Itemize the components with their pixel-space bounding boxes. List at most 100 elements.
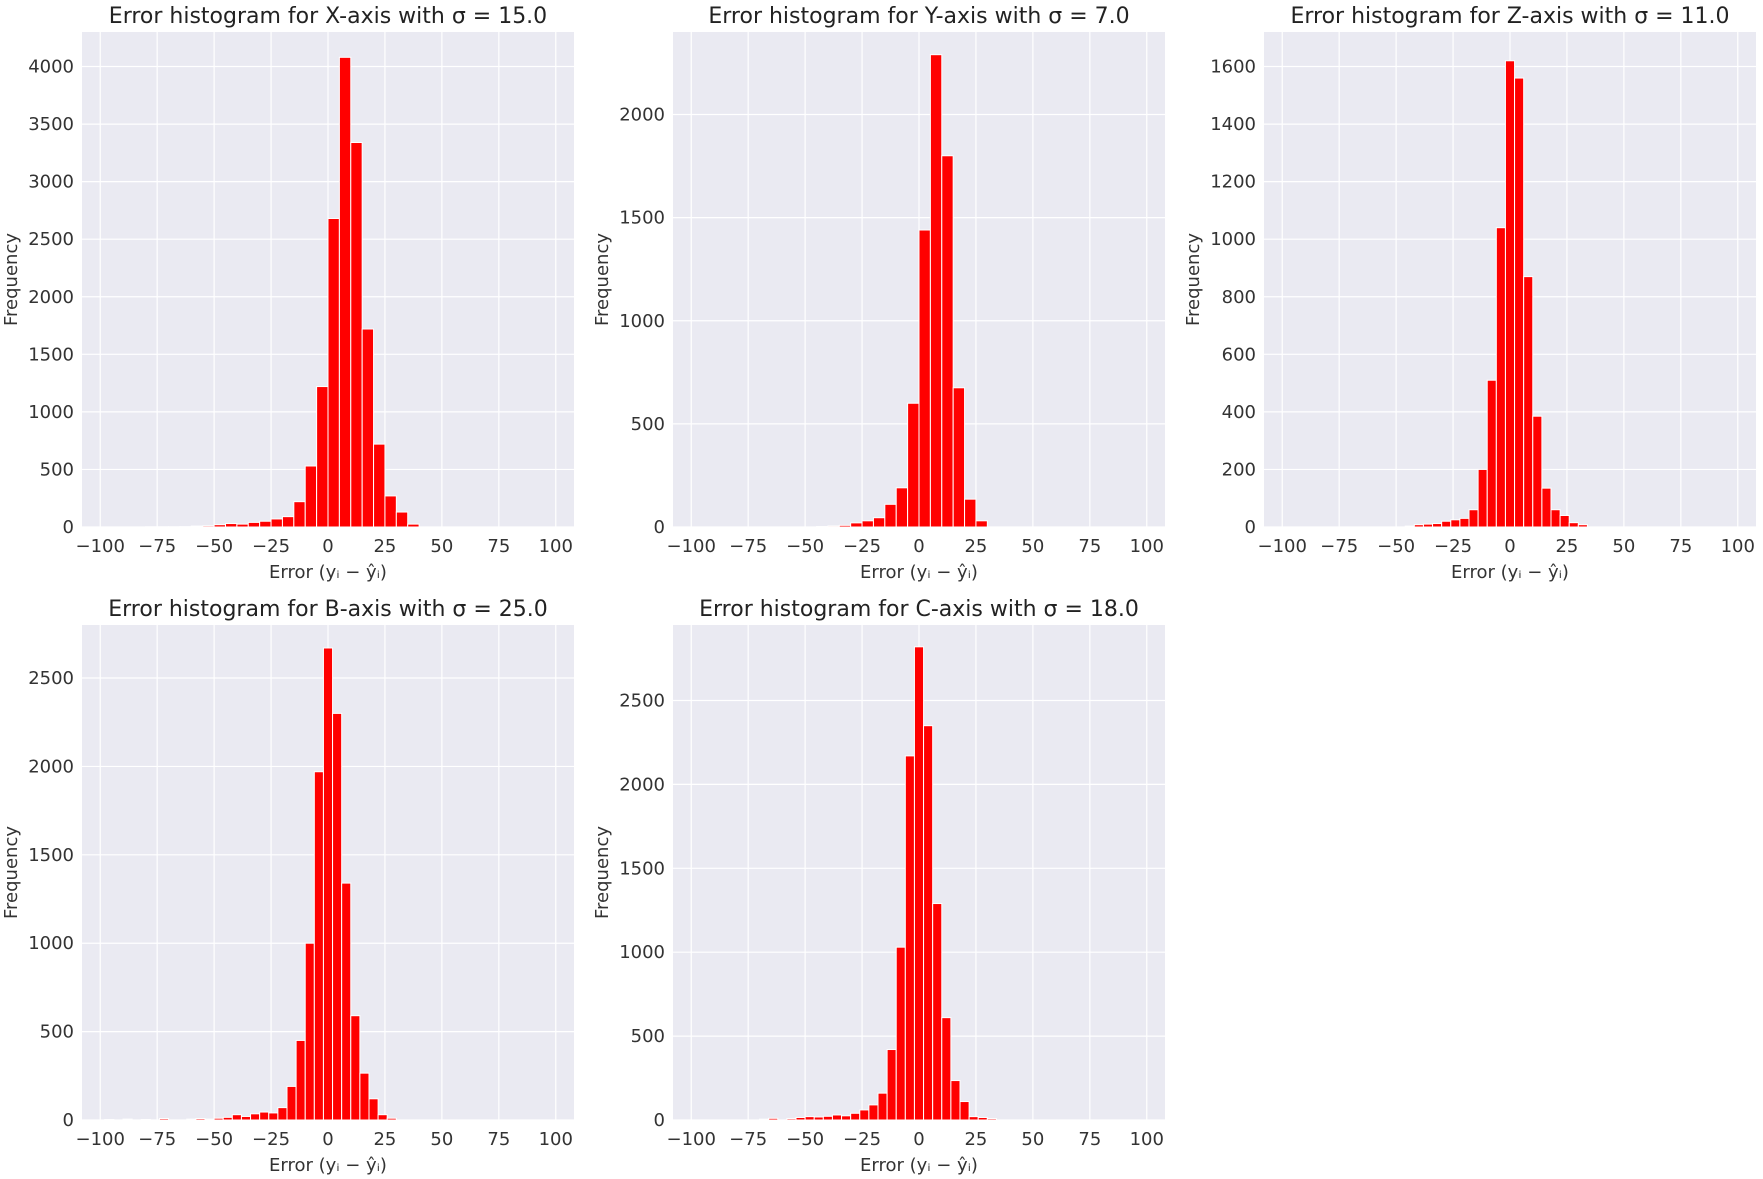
histogram-bar	[838, 524, 852, 528]
x-tick-label: 75	[487, 1129, 510, 1150]
histogram-bar	[822, 1115, 833, 1121]
x-tick-label: −75	[729, 1129, 767, 1150]
histogram-bar	[377, 1114, 388, 1121]
histogram-bar	[195, 1118, 206, 1121]
histogram-bar	[813, 1116, 824, 1121]
histogram-bar	[213, 1117, 224, 1121]
y-tick-label: 500	[40, 459, 74, 480]
y-tick-label: 0	[1245, 517, 1256, 538]
histogram-bar	[386, 1117, 397, 1121]
histogram-bar	[975, 520, 988, 528]
histogram-bar	[895, 487, 909, 528]
y-axis-label: Frequency	[1183, 233, 1204, 326]
histogram-bar	[941, 155, 954, 528]
histogram-bar	[1477, 468, 1488, 528]
x-tick-label: 25	[964, 1129, 987, 1150]
histogram-bar	[259, 520, 272, 528]
histogram-bar	[872, 517, 886, 528]
histogram-panel-4: −100 −75 −50 −25 0 25 50 75 10005001000150020002…	[592, 597, 1165, 1176]
histogram-bar	[1577, 524, 1588, 528]
histogram-panel-3: −100 −75 −50 −25 0 25 50 75 10005001000150020002…	[1, 597, 574, 1176]
histogram-bar	[240, 1115, 252, 1121]
histogram-bar	[895, 946, 906, 1121]
x-tick-label: 25	[1555, 536, 1578, 557]
y-axis-label: Frequency	[592, 233, 613, 326]
y-tick-label: 1000	[1210, 229, 1256, 250]
histogram-bar	[338, 56, 352, 528]
x-tick-label: 75	[1078, 1129, 1101, 1150]
x-tick-label: −50	[195, 536, 233, 557]
histogram-bar	[359, 1072, 370, 1121]
y-tick-label: 800	[1222, 287, 1256, 308]
x-tick-label: 0	[913, 1129, 924, 1150]
y-tick-label: 1600	[1210, 57, 1256, 78]
x-tick-label: 25	[373, 1129, 396, 1150]
x-axis-label: Error (yᵢ − ŷᵢ)	[269, 1155, 387, 1176]
histogram-bar	[247, 521, 261, 528]
chart-title: Error histogram for C-axis with σ = 18.0	[699, 597, 1139, 622]
x-tick-label: −100	[75, 1129, 124, 1150]
chart-title: Error histogram for Z-axis with σ = 11.0	[1290, 4, 1729, 29]
y-tick-label: 2000	[28, 287, 74, 308]
histogram-bar	[1495, 227, 1506, 528]
x-tick-label: −50	[786, 1129, 824, 1150]
histogram-bar	[190, 525, 204, 528]
histogram-bar	[768, 1117, 779, 1121]
y-axis-label: Frequency	[1, 233, 22, 326]
histogram-bar	[952, 387, 966, 528]
chart-title: Error histogram for Y-axis with σ = 7.0	[708, 4, 1129, 29]
histogram-bar	[368, 1098, 379, 1121]
y-tick-label: 500	[631, 1026, 665, 1047]
histogram-bar	[904, 755, 915, 1121]
y-tick-label: 1500	[619, 858, 665, 879]
histogram-bar	[140, 1118, 151, 1121]
histogram-bar	[332, 712, 343, 1121]
x-tick-label: 25	[964, 536, 987, 557]
histogram-bar	[341, 882, 352, 1121]
histogram-bar	[861, 520, 874, 528]
y-tick-label: 0	[654, 517, 665, 538]
x-tick-label: −25	[843, 536, 881, 557]
histogram-bar	[277, 1107, 288, 1121]
y-tick-label: 1500	[28, 845, 74, 866]
y-tick-label: 1200	[1210, 172, 1256, 193]
chart-title: Error histogram for X-axis with σ = 15.0	[109, 4, 547, 29]
x-tick-label: 50	[1021, 536, 1044, 557]
x-tick-label: 50	[430, 536, 453, 557]
y-tick-label: 2000	[619, 105, 665, 126]
y-tick-label: 2500	[28, 229, 74, 250]
x-tick-label: −75	[138, 1129, 176, 1150]
y-tick-label: 3500	[28, 114, 74, 135]
histogram-bar	[268, 1112, 279, 1121]
histogram-bar	[977, 1116, 988, 1121]
histogram-bar	[1441, 520, 1452, 528]
histogram-bar	[923, 725, 934, 1121]
histogram-bar	[1413, 524, 1424, 528]
y-tick-label: 2500	[28, 668, 74, 689]
histogram-panel-0: −100 −75 −50 −25 0 25 50 75 10005001000150020002…	[1, 4, 574, 583]
histogram-bar	[295, 1039, 306, 1121]
histogram-bar	[293, 501, 306, 528]
histogram-bar	[877, 1092, 888, 1121]
histogram-bar	[313, 771, 324, 1121]
histogram-bar	[918, 229, 931, 528]
histogram-bar	[1541, 487, 1552, 528]
histogram-bar	[373, 443, 386, 528]
x-tick-label: 100	[1130, 1129, 1164, 1150]
y-tick-label: 2000	[28, 756, 74, 777]
histogram-bar	[222, 1116, 233, 1121]
x-tick-label: 75	[1669, 536, 1692, 557]
histogram-bar	[1459, 517, 1470, 528]
histogram-bar	[929, 54, 943, 528]
histogram-panel-1: −100 −75 −50 −25 0 25 50 75 1000500100015002000E…	[592, 4, 1165, 583]
histogram-bar	[250, 1113, 261, 1121]
y-axis-label: Frequency	[1, 826, 22, 919]
histogram-bar	[213, 524, 227, 528]
histogram-bar	[886, 1049, 897, 1121]
histogram-bar	[1559, 514, 1570, 528]
y-tick-label: 1400	[1210, 114, 1256, 135]
histogram-bar	[986, 1118, 997, 1121]
y-tick-label: 3000	[28, 172, 74, 193]
x-tick-label: 0	[1504, 536, 1515, 557]
